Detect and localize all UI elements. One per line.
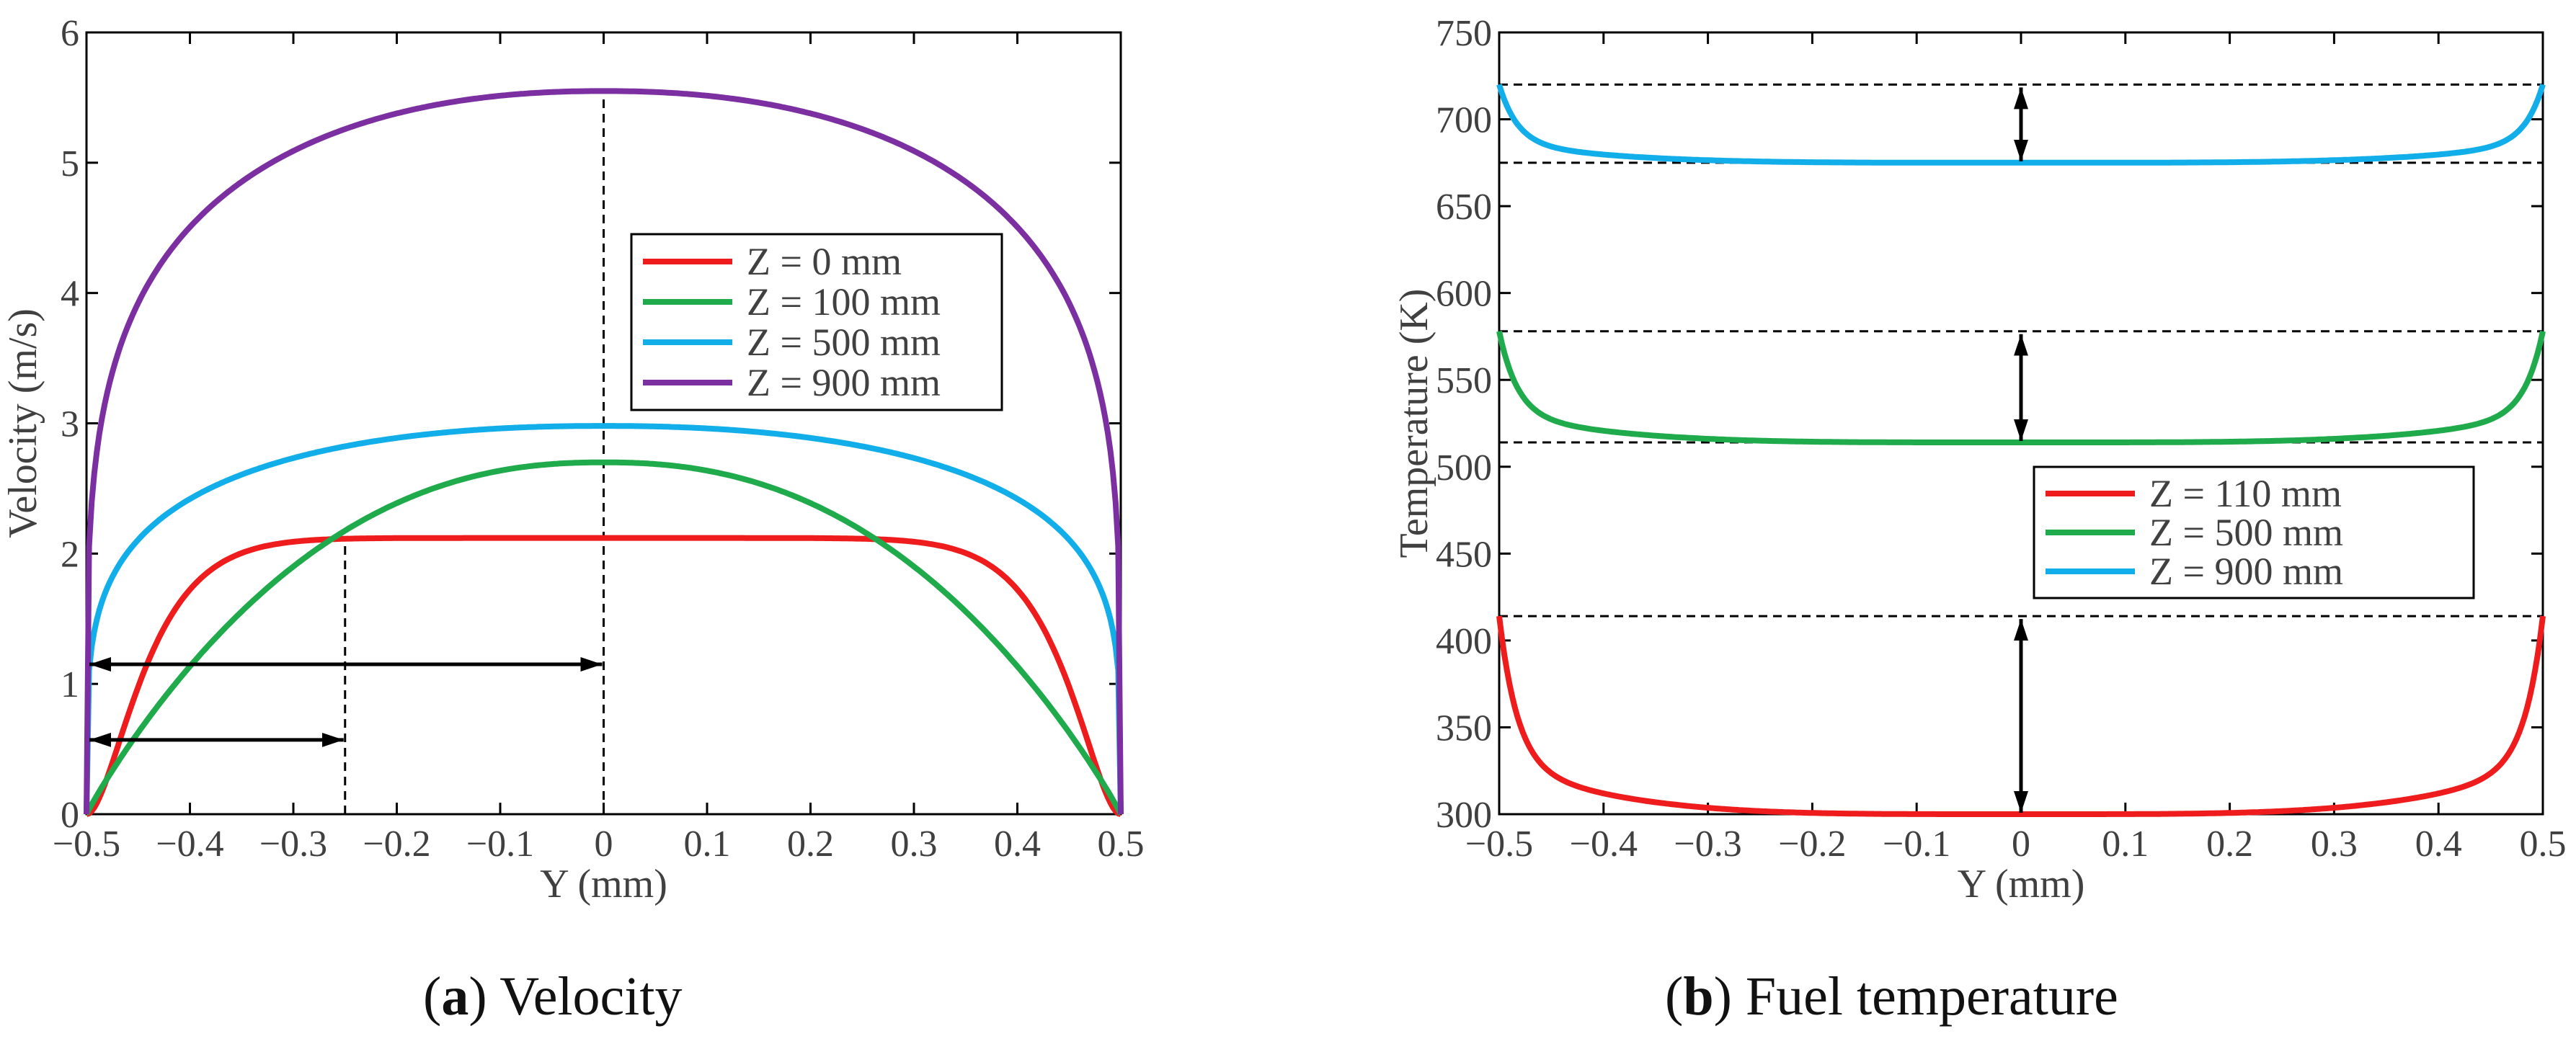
series-line-a-0 (85, 535, 1122, 817)
chart-fuel-temperature: −0.5 −0.4 −0.3 −0.2 −0.1 0 0.1 0.2 0.3 0.4 0.5 300 3… (1392, 13, 2567, 906)
y-tick-label-b: 600 (1436, 274, 1492, 315)
caption-a-letter: a (441, 966, 469, 1027)
x-axis-label-b: Y (mm) (1958, 862, 2085, 906)
y-tick-label-a: 5 (61, 143, 79, 184)
caption-b-letter: b (1683, 966, 1714, 1027)
x-tick-label-a: −0.1 (466, 824, 534, 865)
chart-velocity: −0.5 −0.4 −0.3 −0.2 −0.1 0 0.1 0.2 0.3 0.4 0.5 0 1 2 3… (1, 13, 1145, 906)
legend-label-a: Z = 500 mm (747, 321, 941, 364)
x-tick-label-b: 0.3 (2311, 824, 2358, 865)
x-tick-label-b: 0.2 (2206, 824, 2253, 865)
legend-label-b: Z = 900 mm (2149, 550, 2343, 593)
x-tick-label-a: −0.5 (53, 824, 120, 865)
legend-label-a: Z = 900 mm (747, 361, 941, 404)
x-tick-label-a: 0.1 (684, 824, 731, 865)
caption-a: (a) Velocity (423, 966, 683, 1027)
x-tick-label-a: −0.3 (259, 824, 327, 865)
y-tick-label-a: 4 (61, 274, 79, 315)
x-axis-label-a: Y (mm) (540, 862, 667, 906)
x-tick-label-a: 0.4 (994, 824, 1041, 865)
caption-b-text: Fuel temperature (1731, 966, 2118, 1027)
y-tick-label-a: 6 (61, 13, 79, 54)
series-line-a-3 (84, 88, 1124, 815)
y-tick-label-b: 700 (1436, 100, 1492, 141)
x-tick-label-a: −0.4 (156, 824, 223, 865)
x-tick-label-b: 0.1 (2102, 824, 2149, 865)
x-tick-label-a: 0.5 (1098, 824, 1145, 865)
x-tick-label-a: 0.2 (787, 824, 834, 865)
x-tick-label-a: −0.2 (363, 824, 430, 865)
x-tick-label-a: 0.3 (891, 824, 938, 865)
legend-label-a: Z = 0 mm (747, 240, 902, 283)
y-tick-label-a: 0 (61, 795, 79, 836)
y-tick-label-b: 350 (1436, 708, 1492, 749)
caption-a-text: Velocity (487, 966, 683, 1027)
y-tick-label-b: 500 (1436, 447, 1492, 489)
y-tick-label-b: 300 (1436, 795, 1492, 836)
legend-label-b: Z = 500 mm (2149, 511, 2343, 554)
series-line-b-0 (1496, 615, 2546, 817)
series-line-a-1 (84, 459, 1124, 816)
legend-label-b: Z = 110 mm (2149, 472, 2342, 515)
y-axis-label-a: Velocity (m/s) (1, 308, 45, 538)
y-tick-label-a: 3 (61, 404, 79, 445)
series-line-b-2 (1496, 84, 2546, 166)
x-tick-label-b: −0.1 (1883, 824, 1950, 865)
x-tick-label-a: 0 (595, 824, 613, 865)
x-tick-label-b: −0.2 (1778, 824, 1846, 865)
y-tick-label-b: 650 (1436, 187, 1492, 228)
y-tick-label-a: 1 (61, 664, 79, 705)
x-tick-label-b: −0.5 (1465, 824, 1533, 865)
x-tick-label-b: 0.4 (2415, 824, 2462, 865)
caption-b: (b) Fuel temperature (1665, 966, 2118, 1027)
y-tick-label-b: 450 (1436, 534, 1492, 575)
series-line-a-2 (84, 423, 1124, 815)
y-axis-label-b: Temperature (K) (1392, 289, 1436, 558)
x-tick-label-b: 0.5 (2520, 824, 2567, 865)
x-tick-label-b: 0 (2012, 824, 2030, 865)
y-tick-label-b: 550 (1436, 360, 1492, 401)
x-tick-label-b: −0.3 (1674, 824, 1741, 865)
series-line-b-1 (1496, 330, 2546, 445)
y-tick-label-b: 400 (1436, 621, 1492, 662)
y-tick-label-a: 2 (61, 534, 79, 575)
x-tick-label-b: −0.4 (1570, 824, 1638, 865)
y-tick-label-b: 750 (1436, 13, 1492, 54)
legend-label-a: Z = 100 mm (747, 280, 941, 324)
